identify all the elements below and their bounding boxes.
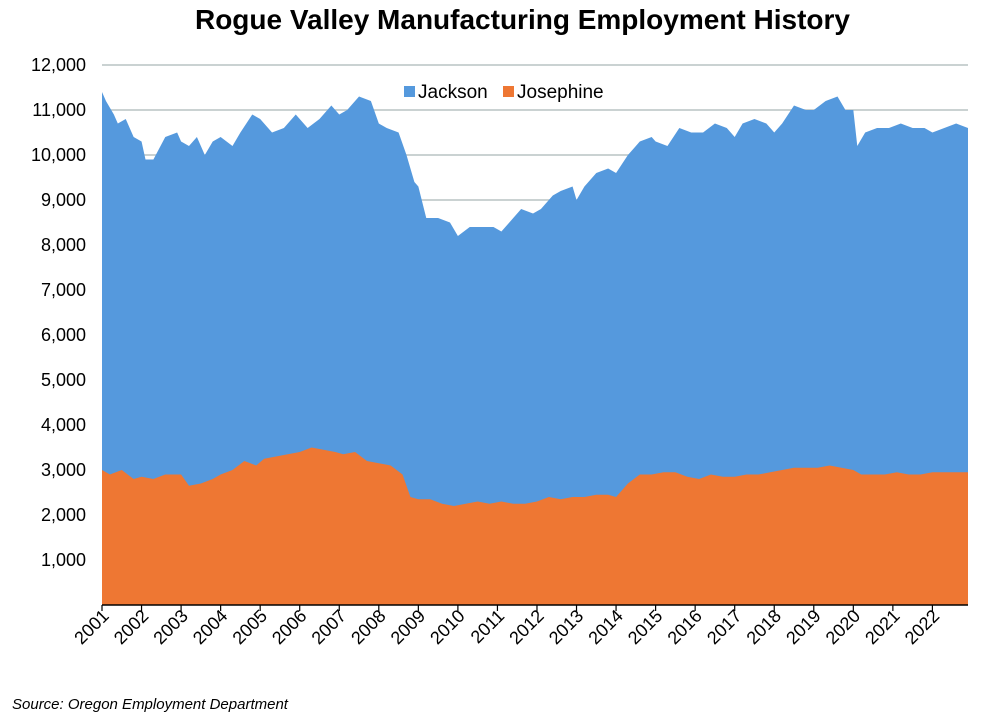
y-tick-label: 10,000	[31, 145, 86, 165]
legend-label-josephine: Josephine	[517, 82, 604, 103]
x-tick-label: 2015	[624, 606, 666, 648]
y-tick-label: 5,000	[41, 370, 86, 390]
x-tick-label: 2003	[149, 606, 191, 648]
x-axis	[101, 604, 968, 611]
y-tick-label: 11,000	[32, 100, 86, 120]
x-tick-label: 2009	[387, 606, 429, 648]
y-tick-label: 1,000	[41, 550, 86, 570]
x-tick-label: 2016	[664, 606, 706, 648]
x-tick-label: 2019	[782, 606, 824, 648]
x-tick-label: 2021	[861, 606, 903, 648]
legend-label-jackson: Jackson	[418, 82, 488, 103]
y-tick-label: 7,000	[41, 280, 86, 300]
x-tick-label: 2012	[505, 606, 547, 648]
legend-swatch-josephine	[503, 86, 514, 97]
x-tick-label: 2014	[584, 606, 626, 648]
x-tick-label: 2007	[308, 606, 350, 648]
x-tick-label: 2017	[703, 606, 745, 648]
y-tick-label: 8,000	[41, 235, 86, 255]
y-axis: 1,000 2,000 3,000 4,000 5,000 6,000 7,000 8,000…	[31, 55, 86, 570]
legend: Jackson Josephine	[404, 82, 604, 103]
x-tick-label: 2018	[743, 606, 785, 648]
x-tick-labels: 2001200220032004200520062007200820092010…	[70, 606, 943, 648]
y-tick-label: 6,000	[41, 325, 86, 345]
x-tick-label: 2010	[426, 606, 468, 648]
x-tick-label: 2005	[229, 606, 271, 648]
x-tick-label: 2001	[70, 606, 112, 648]
y-tick-label: 9,000	[41, 190, 86, 210]
x-tick-label: 2020	[822, 606, 864, 648]
stacked-areas	[102, 92, 968, 605]
x-tick-label: 2006	[268, 606, 310, 648]
series-area-josephine	[102, 447, 968, 605]
y-tick-label: 12,000	[31, 55, 86, 75]
legend-swatch-jackson	[404, 86, 415, 97]
x-tick-label: 2004	[189, 606, 231, 648]
chart-title: Rogue Valley Manufacturing Employment Hi…	[194, 4, 850, 35]
x-tick-label: 2008	[347, 606, 389, 648]
y-tick-label: 3,000	[41, 460, 86, 480]
y-tick-label: 4,000	[41, 415, 86, 435]
y-tick-label: 2,000	[41, 505, 86, 525]
x-tick-label: 2002	[110, 606, 152, 648]
x-tick-label: 2011	[467, 606, 509, 648]
x-tick-label: 2022	[901, 606, 943, 648]
x-tick-label: 2013	[545, 606, 587, 648]
source-note: Source: Oregon Employment Department	[12, 696, 288, 713]
